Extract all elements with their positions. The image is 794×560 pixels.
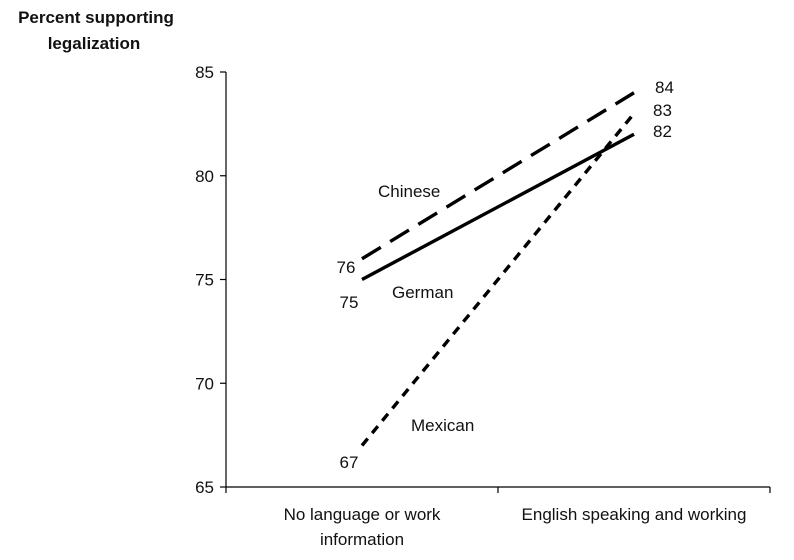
y-tick-label: 65 <box>195 478 214 497</box>
data-label-mexican-start: 67 <box>340 453 359 472</box>
series-line-chinese <box>361 91 635 261</box>
data-label-chinese-start: 76 <box>337 258 356 277</box>
y-tick-label: 85 <box>195 63 214 82</box>
y-tick-label: 80 <box>195 167 214 186</box>
series-label-mexican: Mexican <box>411 416 474 435</box>
series-lines <box>360 91 636 447</box>
series-labels: Chinese German Mexican <box>378 182 474 435</box>
y-tick-label: 70 <box>195 374 214 393</box>
data-label-chinese-end: 84 <box>655 78 674 97</box>
y-axis-title-line: Percent supporting <box>18 8 174 27</box>
x-category-label: English speaking and working <box>522 505 747 524</box>
data-label-german-end: 82 <box>653 122 672 141</box>
x-category-label: information <box>320 530 404 549</box>
axes <box>225 72 771 493</box>
y-ticks: 65 70 75 80 85 <box>195 63 226 497</box>
x-category-label: No language or work <box>284 505 441 524</box>
x-category-labels: No language or work information English sp… <box>284 505 747 549</box>
series-line-german <box>361 132 635 281</box>
y-tick-label: 75 <box>195 271 214 290</box>
series-label-german: German <box>392 283 453 302</box>
series-line-mexican <box>360 112 636 447</box>
series-label-chinese: Chinese <box>378 182 440 201</box>
data-label-mexican-end: 83 <box>653 101 672 120</box>
data-label-german-start: 75 <box>340 293 359 312</box>
y-axis-title: Percent supporting legalization <box>18 8 174 53</box>
data-labels: 76 84 75 82 67 83 <box>337 78 674 472</box>
y-axis-title-line: legalization <box>48 34 141 53</box>
